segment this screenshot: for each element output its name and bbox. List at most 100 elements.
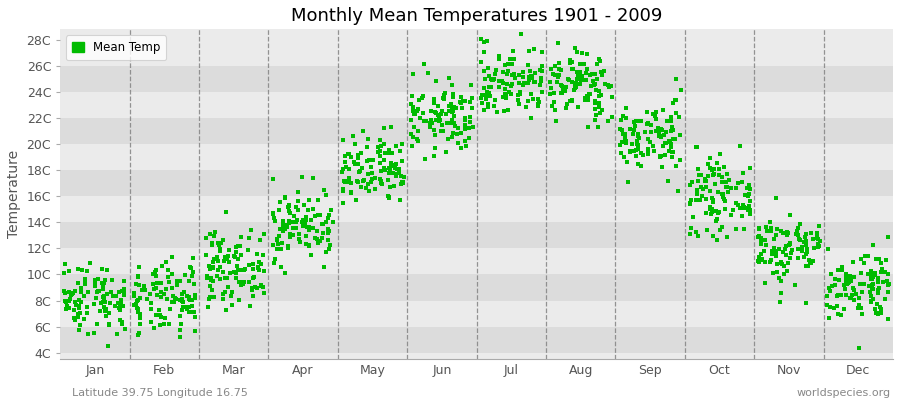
Point xyxy=(710,216,724,222)
Point xyxy=(633,118,647,124)
Point xyxy=(508,75,522,81)
Point xyxy=(245,284,259,291)
Point xyxy=(845,259,859,266)
Point xyxy=(712,172,726,178)
Point xyxy=(185,273,200,280)
Point xyxy=(662,138,676,144)
Point xyxy=(77,281,92,288)
Point xyxy=(799,245,814,252)
Point xyxy=(569,84,583,90)
Point xyxy=(526,96,541,102)
Point xyxy=(313,212,328,218)
Point xyxy=(570,49,584,56)
Point xyxy=(591,56,606,62)
Point xyxy=(783,212,797,219)
Point xyxy=(500,107,515,113)
Point xyxy=(381,193,395,199)
Point xyxy=(653,134,668,140)
Point xyxy=(628,123,643,130)
Point xyxy=(843,273,858,280)
Point xyxy=(290,216,304,223)
Point xyxy=(368,175,382,182)
Point xyxy=(275,223,290,230)
Point xyxy=(666,100,680,106)
Point xyxy=(559,105,573,112)
Point xyxy=(477,107,491,113)
Point xyxy=(644,122,658,128)
Point xyxy=(225,302,239,308)
Point xyxy=(66,290,80,297)
Point xyxy=(323,242,338,248)
Point xyxy=(272,232,286,239)
Point xyxy=(428,132,443,138)
Point xyxy=(436,92,451,99)
Point xyxy=(354,150,368,156)
Point xyxy=(605,94,619,100)
Point xyxy=(234,282,248,288)
Point xyxy=(144,318,158,325)
Point xyxy=(446,104,461,110)
Point xyxy=(382,146,396,153)
Bar xyxy=(60,118,893,144)
Point xyxy=(464,82,478,89)
Point xyxy=(619,140,634,146)
Point xyxy=(857,281,871,288)
Point xyxy=(812,242,826,249)
Point xyxy=(207,256,221,262)
Point xyxy=(868,305,883,312)
Point xyxy=(79,309,94,316)
Point xyxy=(431,112,446,118)
Point xyxy=(215,296,230,302)
Point xyxy=(791,255,806,261)
Point xyxy=(347,160,362,167)
Point xyxy=(315,221,329,227)
Point xyxy=(377,165,392,171)
Point xyxy=(737,205,751,212)
Point xyxy=(788,230,803,237)
Point xyxy=(780,232,795,238)
Point xyxy=(150,292,165,298)
Point xyxy=(342,175,356,181)
Point xyxy=(247,293,261,299)
Point xyxy=(488,97,502,103)
Point xyxy=(823,304,837,310)
Point xyxy=(306,224,320,231)
Point xyxy=(102,320,116,327)
Point xyxy=(363,157,377,164)
Point xyxy=(214,240,229,246)
Point xyxy=(735,213,750,219)
Point xyxy=(752,254,766,260)
Point xyxy=(769,248,783,254)
Point xyxy=(270,236,284,243)
Point xyxy=(406,108,420,114)
Point xyxy=(839,275,853,281)
Point xyxy=(200,274,214,281)
Point xyxy=(854,288,868,295)
Point xyxy=(580,94,595,100)
Point xyxy=(688,197,703,203)
Point xyxy=(834,311,849,318)
Point xyxy=(179,293,194,300)
Point xyxy=(256,252,270,258)
Point xyxy=(321,237,336,243)
Point xyxy=(864,292,878,299)
Point xyxy=(591,124,606,130)
Point xyxy=(276,228,291,234)
Point xyxy=(418,156,432,162)
Point xyxy=(641,150,655,156)
Point xyxy=(277,194,292,200)
Point xyxy=(631,160,645,167)
Point xyxy=(274,264,288,270)
Point xyxy=(751,258,765,264)
Point xyxy=(854,304,868,311)
Point xyxy=(407,124,421,130)
Point xyxy=(300,232,314,239)
Point xyxy=(446,113,461,119)
Point xyxy=(453,99,467,105)
Point xyxy=(735,205,750,211)
Point xyxy=(617,131,632,138)
Point xyxy=(112,289,126,295)
Point xyxy=(436,122,450,128)
Point xyxy=(870,300,885,307)
Point xyxy=(741,207,755,214)
